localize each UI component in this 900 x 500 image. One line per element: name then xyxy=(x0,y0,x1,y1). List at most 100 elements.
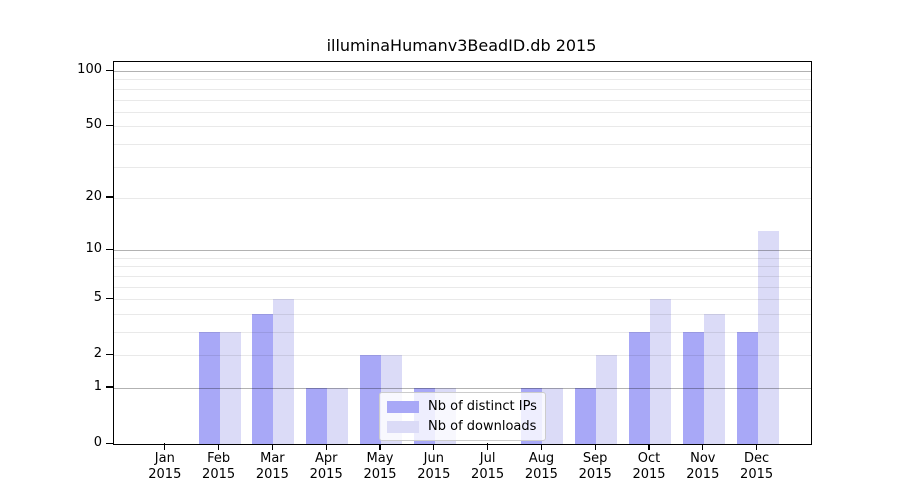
x-tick-month: Feb xyxy=(207,451,231,466)
legend-label: Nb of downloads xyxy=(428,419,537,434)
x-tick-year: 2015 xyxy=(417,467,451,482)
x-axis-tick-label: Apr 2015 xyxy=(294,451,358,483)
y-axis-tick-label: 100 xyxy=(77,62,102,78)
gridline-minor xyxy=(114,275,811,277)
x-tick-year: 2015 xyxy=(578,467,612,482)
y-axis-tick-label: 50 xyxy=(85,117,102,133)
bar-distinct-ips xyxy=(575,387,597,444)
x-axis-tick-label: May 2015 xyxy=(348,451,412,483)
gridline-minor xyxy=(114,266,811,268)
x-axis-tick-label: Oct 2015 xyxy=(617,451,681,483)
bar-downloads xyxy=(327,387,349,444)
y-tick-mark xyxy=(106,353,113,356)
bar-distinct-ips xyxy=(736,331,758,444)
gridline-minor xyxy=(114,286,811,288)
y-tick-mark xyxy=(106,124,113,127)
x-tick-mark xyxy=(379,443,381,450)
bar-downloads xyxy=(703,313,725,444)
legend-swatch-distinct-ips xyxy=(387,400,419,413)
bar-distinct-ips xyxy=(198,331,220,444)
x-tick-year: 2015 xyxy=(309,467,343,482)
gridline-major xyxy=(114,71,811,73)
x-tick-year: 2015 xyxy=(740,467,774,482)
x-tick-month: Sep xyxy=(582,451,608,466)
gridline-minor xyxy=(114,99,811,101)
bar-downloads xyxy=(219,331,241,444)
legend-item: Nb of downloads xyxy=(387,419,537,434)
gridline-major xyxy=(114,387,811,389)
x-tick-mark xyxy=(325,443,327,450)
x-tick-year: 2015 xyxy=(363,467,397,482)
y-tick-mark xyxy=(106,442,113,444)
y-axis-tick-label: 1 xyxy=(93,378,102,394)
x-axis-tick-label: Aug 2015 xyxy=(509,451,573,483)
x-axis-tick-label: Sep 2015 xyxy=(563,451,627,483)
gridline-minor xyxy=(114,331,811,333)
x-tick-month: Oct xyxy=(637,451,661,466)
gridline-minor xyxy=(114,111,811,113)
y-tick-mark xyxy=(106,297,113,299)
x-tick-year: 2015 xyxy=(471,467,505,482)
gridline-minor xyxy=(114,313,811,315)
x-tick-mark xyxy=(594,443,596,450)
x-tick-mark xyxy=(756,443,758,450)
x-tick-month: Jun xyxy=(423,451,444,466)
gridline-minor xyxy=(114,88,811,90)
gridline-minor xyxy=(114,166,811,168)
y-axis-tick-label: 20 xyxy=(85,188,102,204)
gridline-minor xyxy=(114,355,811,357)
x-tick-mark xyxy=(487,443,489,450)
gridline-minor xyxy=(114,299,811,301)
bar-distinct-ips xyxy=(682,331,704,444)
x-tick-month: Jul xyxy=(479,451,496,466)
x-axis-tick-label: Jan 2015 xyxy=(133,451,197,483)
x-axis-tick-label: Feb 2015 xyxy=(187,451,251,483)
bar-downloads xyxy=(273,299,295,444)
x-tick-mark xyxy=(218,443,220,450)
x-tick-month: Apr xyxy=(314,451,338,466)
x-tick-mark xyxy=(702,443,704,450)
legend-label: Nb of distinct IPs xyxy=(428,399,537,414)
y-axis-tick-label: 2 xyxy=(93,346,102,362)
x-tick-mark xyxy=(271,443,274,450)
bar-distinct-ips xyxy=(360,355,381,444)
x-tick-month: Nov xyxy=(690,451,716,466)
x-tick-month: Jan xyxy=(154,451,175,466)
y-tick-mark xyxy=(106,196,113,198)
y-axis-tick-label: 0 xyxy=(93,435,102,450)
y-tick-mark xyxy=(106,248,113,251)
chart-title: illuminaHumanv3BeadID.db 2015 xyxy=(326,36,597,55)
x-tick-mark xyxy=(164,443,166,450)
gridline-minor xyxy=(114,197,811,199)
x-tick-month: Dec xyxy=(744,451,770,466)
x-tick-year: 2015 xyxy=(524,467,558,482)
gridline-minor xyxy=(114,143,811,145)
bar-downloads xyxy=(542,387,564,444)
bar-downloads xyxy=(757,230,779,444)
y-axis-tick-label: 10 xyxy=(85,241,102,257)
x-tick-year: 2015 xyxy=(255,467,289,482)
legend-item: Nb of distinct IPs xyxy=(387,399,537,414)
x-axis-tick-label: Nov 2015 xyxy=(671,451,735,483)
x-axis-tick-label: Jul 2015 xyxy=(456,451,520,483)
x-tick-month: Aug xyxy=(528,451,555,466)
bar-downloads xyxy=(650,299,671,444)
x-tick-mark xyxy=(540,443,543,450)
bar-distinct-ips xyxy=(252,313,274,444)
x-axis-tick-label: Dec 2015 xyxy=(725,451,789,483)
x-tick-year: 2015 xyxy=(632,467,666,482)
x-tick-year: 2015 xyxy=(148,467,182,482)
x-tick-year: 2015 xyxy=(686,467,720,482)
x-tick-year: 2015 xyxy=(202,467,236,482)
gridline-minor xyxy=(114,79,811,81)
x-tick-month: Mar xyxy=(260,451,285,466)
x-tick-mark xyxy=(433,443,435,450)
gridline-minor xyxy=(114,257,811,259)
gridline-major xyxy=(114,250,811,252)
x-tick-mark xyxy=(648,443,650,450)
y-axis-tick-label: 5 xyxy=(93,290,102,306)
y-tick-mark xyxy=(106,69,113,71)
bar-distinct-ips xyxy=(306,387,328,444)
plot-area xyxy=(113,61,812,445)
gridline-minor xyxy=(114,126,811,128)
